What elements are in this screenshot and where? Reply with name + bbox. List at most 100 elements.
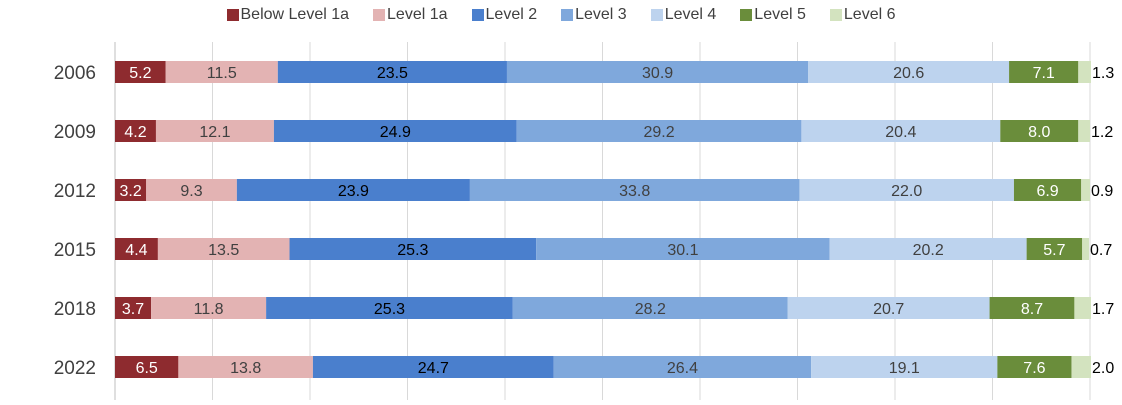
data-label: 22.0 <box>891 183 922 200</box>
legend-item: Level 3 <box>561 6 627 24</box>
chart-legend: Below Level 1a Level 1a Level 2 Level 3 Leve… <box>0 4 1122 26</box>
bar-segment-level-1a <box>178 356 313 378</box>
bar-segment-level-6 <box>1071 356 1091 378</box>
data-label: 1.7 <box>1092 301 1114 318</box>
legend-swatch <box>740 9 753 21</box>
bar-segment-level-4 <box>808 61 1010 83</box>
data-label: 11.5 <box>207 65 237 82</box>
bar-segment-level-5 <box>1009 61 1079 83</box>
legend-swatch <box>226 9 239 21</box>
bar-segment-level-6 <box>1081 179 1090 201</box>
bar-segment-level-2 <box>289 238 537 260</box>
category-label: 2006 <box>54 63 96 84</box>
legend-item: Below Level 1a <box>226 6 350 24</box>
data-label: 1.2 <box>1091 124 1113 141</box>
data-label: 25.3 <box>374 301 405 318</box>
legend-label: Below Level 1a <box>240 6 350 23</box>
data-label: 3.2 <box>119 183 141 200</box>
data-label: 9.3 <box>180 183 202 200</box>
legend-label: Level 2 <box>485 6 538 23</box>
bar-segment-level-1a <box>151 297 267 319</box>
data-label: 20.7 <box>873 301 904 318</box>
data-label: 8.0 <box>1028 124 1050 141</box>
data-label: 23.5 <box>377 65 408 82</box>
data-label: 7.1 <box>1033 65 1055 82</box>
data-label: 28.2 <box>635 301 666 318</box>
data-label: 6.5 <box>136 360 158 377</box>
bar-segment-level-5 <box>1000 120 1079 142</box>
data-label: 20.2 <box>913 242 944 259</box>
data-label: 23.9 <box>338 183 369 200</box>
bar-segment-below-level-1a <box>115 61 166 83</box>
data-label: 1.3 <box>1092 65 1114 82</box>
data-label: 6.9 <box>1036 183 1058 200</box>
bar-segment-level-4 <box>801 120 1001 142</box>
legend-label: Level 3 <box>575 6 627 23</box>
legend-label: Level 6 <box>843 6 896 23</box>
bar-segment-level-3 <box>553 356 812 378</box>
legend-item: Level 4 <box>650 6 717 24</box>
bar-segment-below-level-1a <box>115 179 147 201</box>
bar-segment-level-6 <box>1078 61 1091 83</box>
data-label: 30.9 <box>642 65 673 82</box>
bar-segment-level-2 <box>277 61 507 83</box>
bar-segment-below-level-1a <box>115 297 152 319</box>
bar-segment-level-6 <box>1082 238 1090 260</box>
bar-segment-level-6 <box>1074 297 1091 319</box>
data-label: 33.8 <box>619 183 650 200</box>
legend-label: Level 1a <box>387 6 448 23</box>
bar-segment-level-1a <box>146 179 237 201</box>
data-label: 19.1 <box>889 360 920 377</box>
bar-segment-level-2 <box>236 179 470 201</box>
bar-segment-below-level-1a <box>115 356 179 378</box>
legend-label: Level 4 <box>664 6 717 23</box>
legend-swatch <box>650 9 663 21</box>
bar-segment-level-6 <box>1078 120 1090 142</box>
data-label: 26.4 <box>667 360 698 377</box>
bar-segment-level-1a <box>157 238 290 260</box>
bar-segment-level-4 <box>787 297 990 319</box>
legend-item: Level 6 <box>829 6 896 24</box>
data-label: 29.2 <box>643 124 674 141</box>
data-label: 13.5 <box>208 242 239 259</box>
category-label: 2022 <box>54 358 96 379</box>
category-label: 2018 <box>54 299 96 320</box>
bar-segment-level-1a <box>165 61 278 83</box>
bar-segment-level-2 <box>273 120 517 142</box>
bar-segment-below-level-1a <box>115 238 158 260</box>
bar-segment-level-1a <box>155 120 274 142</box>
bar-segment-level-2 <box>266 297 513 319</box>
legend-item: Level 1a <box>373 6 448 24</box>
bar-segment-level-5 <box>1026 238 1083 260</box>
legend-swatch <box>829 9 842 21</box>
data-label: 25.3 <box>397 242 428 259</box>
bar-segment-level-3 <box>536 238 830 260</box>
bar-segment-level-4 <box>829 238 1027 260</box>
legend-swatch <box>561 9 574 21</box>
data-label: 5.2 <box>129 65 151 82</box>
bar-segment-level-5 <box>1013 179 1082 201</box>
bar-segment-level-4 <box>799 179 1014 201</box>
bar-segment-level-2 <box>312 356 554 378</box>
data-label: 2.0 <box>1092 360 1114 377</box>
data-label: 20.4 <box>885 124 916 141</box>
data-label: 20.6 <box>893 65 924 82</box>
legend-swatch <box>471 9 484 21</box>
data-label: 0.7 <box>1090 242 1112 259</box>
data-label: 5.7 <box>1043 242 1065 259</box>
bar-segment-below-level-1a <box>115 120 156 142</box>
bar-segment-level-4 <box>811 356 998 378</box>
data-label: 4.2 <box>124 124 146 141</box>
legend-label: Level 5 <box>754 6 806 23</box>
bar-segment-level-5 <box>989 297 1075 319</box>
data-label: 12.1 <box>199 124 230 141</box>
bar-segment-level-3 <box>512 297 788 319</box>
category-label: 2012 <box>54 181 96 202</box>
legend-item: Level 5 <box>740 6 806 24</box>
category-label: 2009 <box>54 122 96 143</box>
data-label: 24.9 <box>380 124 411 141</box>
data-label: 3.7 <box>122 301 144 318</box>
data-label: 8.7 <box>1021 301 1043 318</box>
data-label: 0.9 <box>1091 183 1113 200</box>
